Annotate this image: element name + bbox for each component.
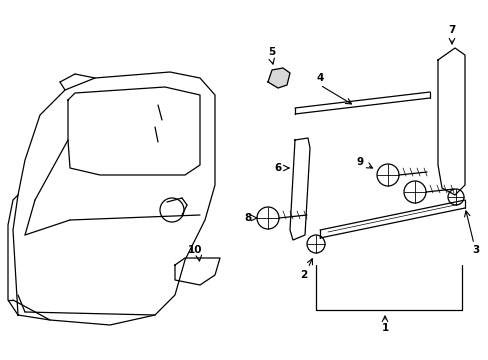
Text: 6: 6 (274, 163, 281, 173)
Text: 4: 4 (316, 73, 323, 83)
Text: 3: 3 (471, 245, 479, 255)
Polygon shape (267, 68, 289, 88)
Text: 5: 5 (268, 47, 275, 57)
Text: 1: 1 (381, 323, 388, 333)
Text: 8: 8 (244, 213, 251, 223)
Text: 9: 9 (356, 157, 363, 167)
Text: 10: 10 (187, 245, 202, 255)
Text: 7: 7 (447, 25, 455, 35)
Text: 2: 2 (300, 270, 307, 280)
